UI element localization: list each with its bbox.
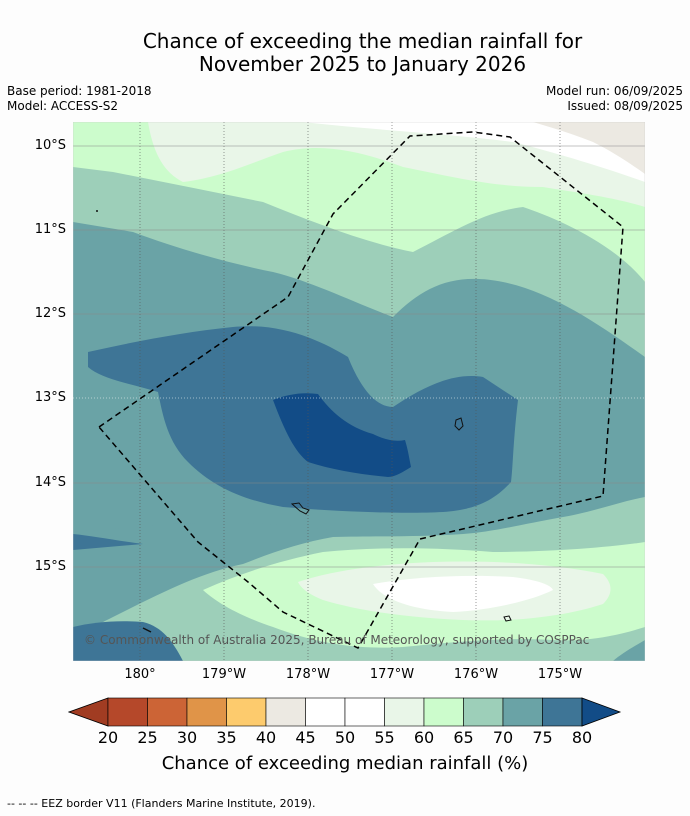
lon-label: 178°W	[285, 667, 331, 682]
zone-50-55-north	[303, 122, 645, 182]
zone-80-plus	[273, 393, 411, 477]
eez-border	[97, 131, 624, 649]
colorbar-tick-label: 50	[334, 728, 356, 747]
colorbar	[68, 697, 622, 727]
lat-label: 14°S	[34, 475, 66, 490]
island-shape	[454, 417, 464, 431]
colorbar-tick-label: 35	[216, 728, 237, 747]
colorbar-arrow-low	[68, 697, 109, 727]
island-shape	[142, 627, 152, 633]
colorbar-cell	[305, 697, 346, 727]
colorbar-tick-label: 60	[413, 728, 435, 747]
lon-label: 179°W	[201, 667, 247, 682]
colorbar-cell	[384, 697, 425, 727]
colorbar-tick-label: 25	[137, 728, 158, 747]
colorbar-cell	[147, 697, 188, 727]
lat-label: 12°S	[34, 306, 66, 321]
colorbar-tick-label: 65	[453, 728, 474, 747]
colorbar-cell	[186, 697, 227, 727]
colorbar-tick-label: 75	[532, 728, 553, 747]
island-shape	[290, 502, 310, 515]
colorbar-tick-label: 55	[374, 728, 395, 747]
map-area	[73, 122, 645, 661]
colorbar-cell	[502, 697, 543, 727]
eez-footnote: -- -- -- EEZ border V11 (Flanders Marine…	[7, 797, 316, 810]
colorbar-cell	[265, 697, 306, 727]
title-line-1: Chance of exceeding the median rainfall …	[142, 29, 583, 53]
lon-label: 175°W	[537, 667, 583, 682]
colorbar-title: Chance of exceeding median rainfall (%)	[161, 753, 529, 774]
colorbar-cell	[463, 697, 504, 727]
lon-label: 176°W	[453, 667, 499, 682]
lat-label: 15°S	[34, 559, 66, 574]
zone-45-50-north	[533, 122, 645, 174]
colorbar-tick-label: 80	[571, 728, 593, 747]
zone-70-75-se	[613, 640, 645, 661]
chart-title: Chance of exceeding the median rainfall …	[0, 30, 690, 76]
colorbar-cell	[542, 697, 583, 727]
meta-left: Base period: 1981-2018 Model: ACCESS-S2	[7, 84, 152, 114]
copyright-notice: © Commonwealth of Australia 2025, Bureau…	[84, 633, 590, 647]
colorbar-cell	[423, 697, 464, 727]
colorbar-cell	[226, 697, 267, 727]
zone-75-80-west	[73, 534, 143, 550]
colorbar-cells	[68, 697, 622, 727]
meta-right: Model run: 06/09/2025 Issued: 08/09/2025	[546, 84, 683, 114]
model-name: Model: ACCESS-S2	[7, 99, 119, 113]
zone-50-55-south	[373, 575, 553, 612]
island-dot	[96, 210, 98, 212]
colorbar-tick-label: 45	[295, 728, 316, 747]
colorbar-cell	[344, 697, 385, 727]
colorbar-tick-label: 40	[255, 728, 277, 747]
colorbar-tick-label: 30	[176, 728, 198, 747]
base-period: Base period: 1981-2018	[7, 84, 152, 98]
lat-label: 13°S	[34, 390, 66, 405]
lat-label: 11°S	[34, 222, 66, 237]
colorbar-arrow-high	[581, 697, 622, 727]
colorbar-cell	[107, 697, 148, 727]
lon-label: 177°W	[369, 667, 415, 682]
title-line-2: November 2025 to January 2026	[198, 52, 527, 76]
colorbar-tick-label: 20	[97, 728, 119, 747]
rainfall-map	[73, 122, 645, 661]
latitude-gridlines	[73, 145, 645, 568]
lon-label: 180°	[124, 667, 156, 682]
island-shape	[503, 615, 512, 622]
lat-label: 10°S	[34, 138, 66, 153]
colorbar-tick-label: 70	[492, 728, 514, 747]
zone-75-80-sw	[73, 621, 183, 661]
model-run: Model run: 06/09/2025	[545, 84, 683, 98]
issued-date: Issued: 08/09/2025	[567, 99, 683, 113]
